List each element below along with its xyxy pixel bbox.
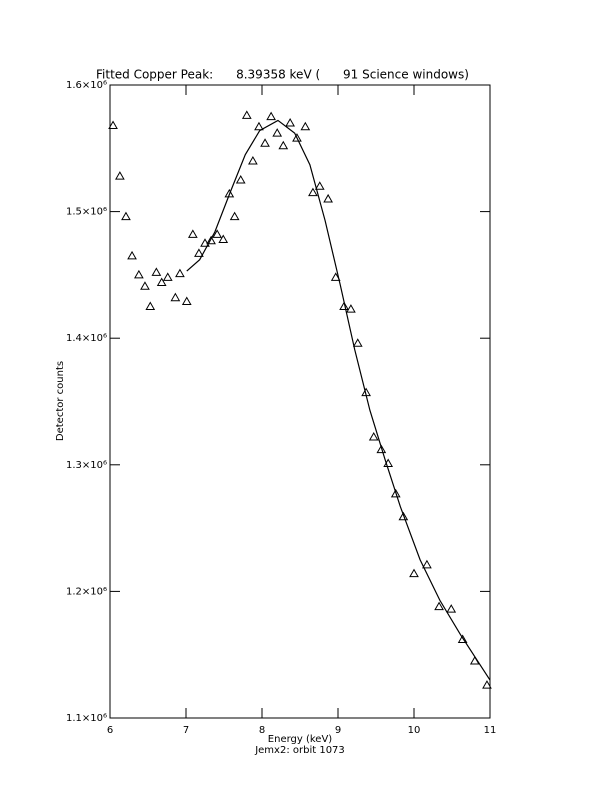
data-point: [181, 296, 192, 305]
data-point: [292, 133, 302, 142]
x-tick-label: 7: [183, 725, 189, 736]
data-point: [170, 292, 181, 302]
data-point: [278, 140, 289, 150]
data-point: [194, 248, 204, 257]
data-point: [422, 559, 432, 569]
data-point: [151, 267, 162, 276]
data-point: [175, 268, 185, 278]
data-point: [272, 128, 283, 137]
data-point: [323, 193, 333, 203]
data-point: [121, 211, 131, 221]
data-point: [108, 120, 118, 130]
data-point: [254, 121, 264, 131]
data-point: [235, 174, 246, 184]
data-point: [187, 229, 198, 238]
data-point: [346, 304, 356, 313]
y-axis-label: Detector counts: [55, 361, 66, 441]
x-tick-label: 6: [107, 725, 113, 736]
data-point: [145, 301, 156, 311]
data-point: [352, 338, 363, 347]
y-tick-label: 1.1×10⁶: [66, 713, 107, 724]
data-point: [218, 234, 229, 243]
data-point: [285, 117, 295, 127]
x-tick-label: 11: [484, 725, 497, 736]
x-tick-label: 9: [335, 725, 341, 736]
data-point: [260, 138, 270, 147]
data-point: [162, 272, 173, 281]
data-point: [140, 281, 150, 290]
data-point: [115, 171, 125, 180]
data-point: [398, 511, 409, 521]
chart-title: Fitted Copper Peak: 8.39358 keV ( 91 Sci…: [96, 68, 469, 82]
data-point: [482, 680, 492, 689]
data-point: [156, 277, 167, 286]
data-point: [368, 431, 379, 441]
plot-frame: [109, 84, 491, 719]
subtitle: Jemx2: orbit 1073: [254, 745, 345, 756]
data-point: [390, 488, 401, 498]
data-point: [229, 211, 240, 221]
data-point: [212, 229, 223, 238]
data-point: [224, 188, 235, 198]
data-point: [266, 111, 276, 121]
data-point: [241, 110, 252, 119]
y-tick-label: 1.2×10⁶: [66, 586, 107, 597]
data-point: [134, 269, 144, 279]
fit-line: [186, 119, 491, 681]
y-tick-label: 1.4×10⁶: [66, 333, 107, 344]
data-point: [330, 272, 341, 281]
data-point: [248, 155, 258, 165]
data-point: [446, 604, 457, 613]
y-tick-label: 1.3×10⁶: [66, 460, 107, 471]
y-tick-label: 1.6×10⁶: [66, 80, 107, 91]
data-point: [339, 301, 349, 311]
data-point: [409, 568, 419, 578]
x-axis-label: Energy (keV): [268, 734, 333, 745]
data-point: [200, 238, 210, 247]
data-point: [434, 601, 444, 611]
data-point: [206, 235, 216, 245]
data-point: [457, 634, 468, 644]
x-tick-label: 10: [408, 725, 421, 736]
data-point: [308, 187, 318, 197]
y-tick-label: 1.5×10⁶: [66, 207, 107, 218]
x-tick-label: 8: [259, 725, 265, 736]
data-point: [314, 181, 325, 190]
data-point: [300, 121, 311, 131]
data-point: [376, 444, 387, 454]
data-point: [127, 250, 137, 260]
